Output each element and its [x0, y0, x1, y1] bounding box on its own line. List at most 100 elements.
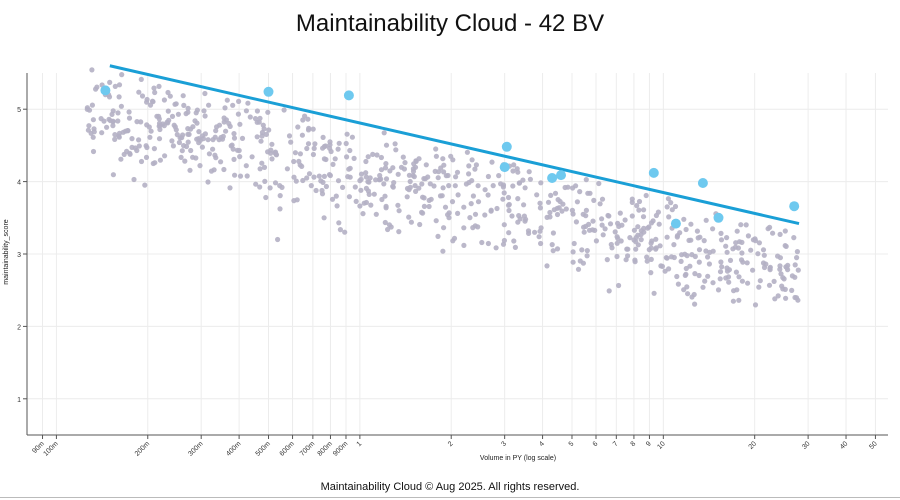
scatter-point [705, 254, 711, 260]
scatter-point [165, 89, 171, 96]
scatter-point [328, 148, 334, 155]
scatter-point [640, 214, 647, 220]
scatter-point [378, 167, 385, 173]
scatter-point [346, 194, 352, 200]
scatter-point [789, 287, 795, 293]
scatter-point [164, 119, 170, 125]
scatter-point [181, 102, 187, 108]
scatter-point [450, 238, 456, 244]
scatter-point [320, 145, 326, 151]
scatter-point [263, 194, 269, 201]
highlighted-point[interactable] [789, 201, 800, 212]
highlighted-point[interactable] [670, 218, 681, 229]
footer-divider [0, 497, 900, 498]
scatter-point [333, 193, 339, 199]
scatter-point [686, 237, 692, 243]
highlighted-point[interactable] [556, 170, 566, 181]
scatter-point [494, 205, 500, 212]
scatter-point [479, 239, 485, 246]
scatter-point [357, 203, 363, 209]
scatter-point [210, 146, 216, 152]
scatter-point [257, 166, 263, 172]
scatter-point [448, 153, 454, 159]
scatter-point [765, 226, 771, 232]
scatter-point [584, 248, 590, 254]
scatter-point [349, 134, 355, 140]
scatter-point [547, 209, 553, 216]
scatter-point [583, 223, 589, 229]
x-tick-label: 800m [317, 440, 334, 457]
scatter-point [231, 131, 237, 137]
highlighted-point[interactable] [648, 167, 659, 178]
scatter-point [406, 214, 412, 220]
scatter-point [157, 126, 163, 133]
x-tick-label: 200m [134, 440, 151, 457]
scatter-point [408, 219, 414, 225]
highlighted-point[interactable] [499, 162, 510, 173]
background-points [84, 67, 801, 308]
scatter-point [116, 94, 122, 100]
scatter-point [569, 207, 576, 213]
scatter-point [792, 274, 798, 280]
scatter-point [227, 185, 233, 191]
x-tick-label: 10 [656, 440, 667, 451]
scatter-point [672, 203, 679, 210]
scatter-point [455, 192, 461, 198]
scatter-point [178, 154, 184, 160]
scatter-point [335, 146, 341, 152]
scatter-point [782, 286, 788, 292]
scatter-point [291, 198, 297, 204]
scatter-point [138, 119, 144, 125]
scatter-point [591, 197, 597, 203]
scatter-point [641, 207, 647, 213]
scatter-point [382, 193, 388, 199]
scatter-point [407, 178, 413, 185]
highlighted-point[interactable] [697, 178, 708, 188]
scatter-point [148, 128, 154, 134]
scatter-point [169, 113, 176, 119]
scatter-point [357, 178, 363, 184]
scatter-point [664, 234, 670, 240]
scatter-point [144, 99, 150, 105]
scatter-point [792, 294, 798, 301]
scatter-point [90, 148, 97, 155]
highlighted-point[interactable] [713, 212, 724, 223]
scatter-point [179, 148, 185, 154]
highlighted-point[interactable] [100, 85, 111, 96]
scatter-point [452, 183, 458, 189]
scatter-point [426, 203, 432, 210]
scatter-point [461, 204, 467, 210]
scatter-point [616, 223, 622, 229]
scatter-point [695, 235, 701, 241]
y-tick-label: 4 [17, 180, 21, 187]
highlighted-point[interactable] [343, 90, 354, 101]
scatter-point [143, 143, 149, 149]
scatter-point [183, 143, 190, 150]
scatter-point [772, 296, 778, 302]
scatter-point [735, 245, 742, 251]
x-tick-label: 5 [568, 440, 576, 448]
x-tick-label: 700m [299, 440, 316, 457]
scatter-point [118, 156, 124, 162]
highlighted-point[interactable] [547, 173, 558, 183]
highlighted-point[interactable] [501, 141, 512, 152]
scatter-point [682, 272, 688, 278]
scatter-point [485, 192, 491, 198]
scatter-point [596, 180, 602, 187]
scatter-point [743, 222, 749, 228]
scatter-point [291, 174, 297, 180]
scatter-point [466, 163, 472, 169]
scatter-point [297, 151, 303, 157]
scatter-point [245, 100, 251, 106]
highlighted-point[interactable] [263, 86, 274, 97]
scatter-point [216, 122, 223, 128]
scatter-point [570, 249, 576, 255]
scatter-point [469, 178, 475, 184]
scatter-point [281, 107, 287, 113]
scatter-point [91, 129, 97, 135]
scatter-point [360, 211, 366, 217]
scatter-point [641, 229, 647, 235]
scatter-point [674, 233, 681, 239]
scatter-point [636, 198, 643, 205]
